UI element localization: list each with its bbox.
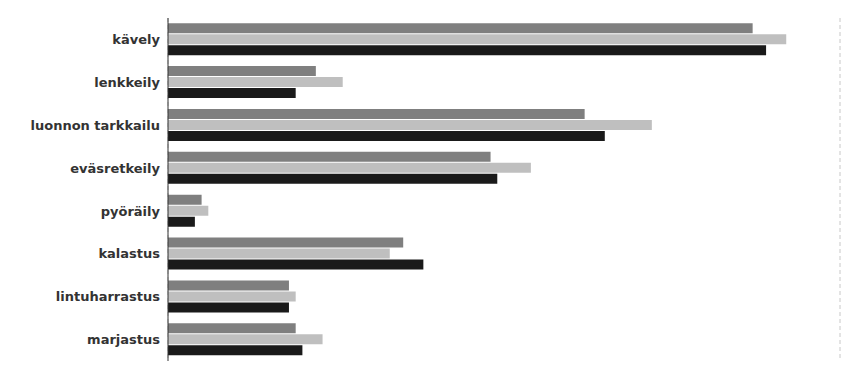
svg-text:luonnon tarkkailu: luonnon tarkkailu (31, 118, 161, 133)
svg-text:lenkkeily: lenkkeily (94, 75, 160, 90)
svg-text:kalastus: kalastus (98, 246, 160, 261)
svg-text:marjastus: marjastus (87, 332, 160, 347)
svg-text:kävely: kävely (112, 32, 160, 47)
svg-text:eväsretkeily: eväsretkeily (70, 161, 160, 176)
svg-text:lintuharrastus: lintuharrastus (56, 289, 160, 304)
svg-text:pyöräily: pyöräily (101, 204, 161, 219)
